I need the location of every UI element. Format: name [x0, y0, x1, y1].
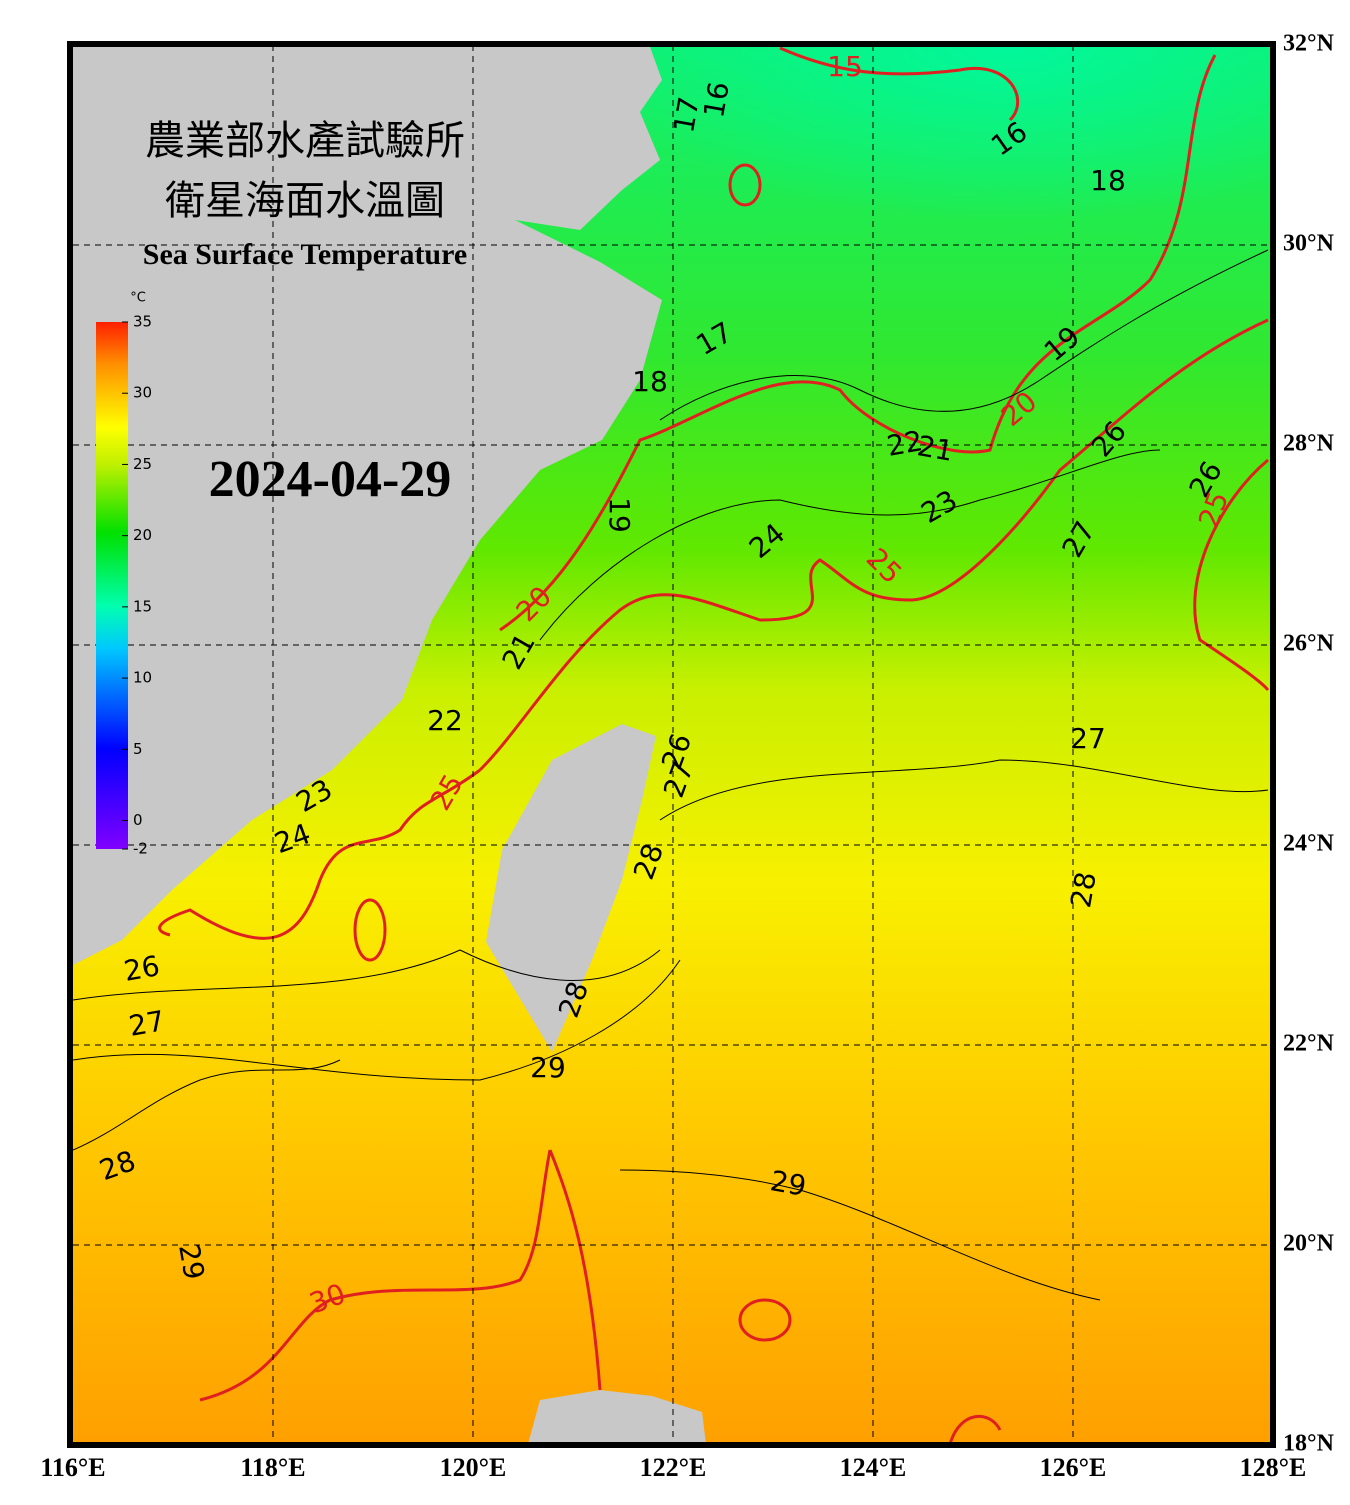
map-frame — [67, 41, 1276, 1448]
lon-label: 122°E — [640, 1453, 707, 1482]
lon-label: 128°E — [1240, 1453, 1307, 1482]
lat-label: 24°N — [1283, 831, 1335, 857]
contour-label: 27 — [1070, 722, 1106, 755]
lat-label: 18°N — [1283, 1431, 1335, 1457]
lat-label: 20°N — [1283, 1231, 1335, 1257]
date: 2024-04-29 — [209, 451, 452, 508]
lat-label: 22°N — [1283, 1031, 1335, 1057]
luzon — [528, 1390, 706, 1442]
contour-label: 26 — [121, 949, 162, 988]
colorbar-tick-label: 5 — [133, 740, 143, 758]
contour-label: 22 — [884, 424, 925, 463]
mainland — [73, 47, 662, 965]
contour-label: 29 — [172, 1241, 211, 1282]
colorbar-unit: °C — [130, 291, 146, 306]
contour-label: 16 — [697, 79, 736, 120]
lon-label: 120°E — [440, 1453, 507, 1482]
lon-label: 124°E — [840, 1453, 907, 1482]
colorbar-tick-label: 15 — [133, 597, 152, 615]
lon-label: 116°E — [40, 1453, 105, 1482]
contour-label: 19 — [603, 497, 636, 533]
lat-label: 28°N — [1283, 431, 1335, 457]
lat-label: 32°N — [1283, 31, 1335, 57]
lat-label: 26°N — [1283, 631, 1335, 657]
contour-label: 15 — [827, 50, 863, 83]
colorbar — [96, 322, 128, 849]
contour-label: 21 — [915, 429, 956, 468]
contour-label: 27 — [126, 1004, 167, 1043]
colorbar-tick-label: 10 — [133, 669, 152, 687]
colorbar-tick-label: 0 — [133, 811, 143, 829]
colorbar-tick-label: -2 — [133, 840, 148, 858]
colorbar-tick-label: 35 — [133, 313, 152, 331]
colorbar-tick-label: 30 — [133, 384, 152, 402]
title-zh: 農業部水產試驗所 — [145, 118, 465, 163]
contour-label: 17 — [667, 94, 706, 135]
contour-label: 29 — [768, 1164, 809, 1203]
colorbar-tick-label: 20 — [133, 526, 152, 544]
lat-label: 30°N — [1283, 231, 1335, 257]
title-zh: 衛星海面水溫圖 — [165, 178, 445, 223]
contour-label: 18 — [632, 365, 668, 398]
colorbar-tick-label: 25 — [133, 455, 152, 473]
contour-label: 28 — [1064, 869, 1103, 910]
title-en: Sea Surface Temperature — [143, 238, 467, 271]
black-contours — [73, 249, 1269, 1301]
map-area — [73, 47, 1270, 1442]
lon-label: 126°E — [1040, 1453, 1107, 1482]
graticule — [73, 45, 1273, 1445]
lon-label: 118°E — [240, 1453, 305, 1482]
contour-label: 22 — [427, 704, 463, 737]
taiwan — [486, 724, 656, 1052]
red-contours — [158, 47, 1270, 1442]
contour-label: 18 — [1090, 164, 1126, 197]
contour-label: 29 — [530, 1051, 566, 1084]
